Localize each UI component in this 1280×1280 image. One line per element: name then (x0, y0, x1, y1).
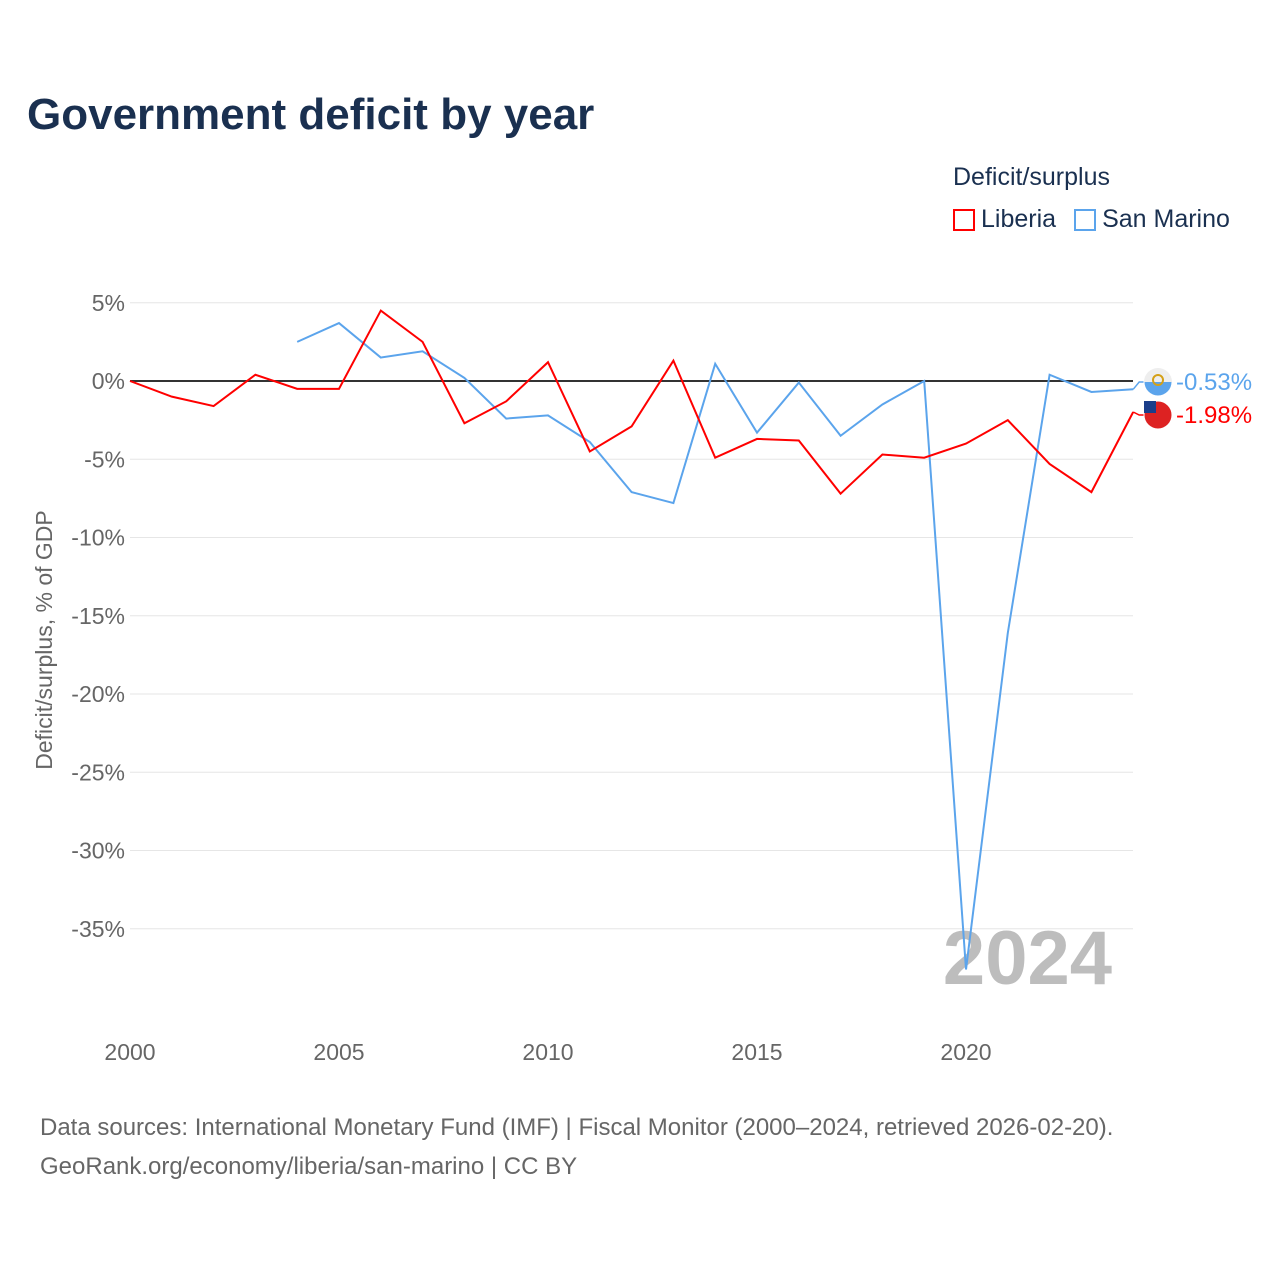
flag-emblem (1152, 374, 1164, 386)
series-line-san-marino (296, 321, 1134, 970)
legend-title: Deficit/surplus (953, 163, 1110, 191)
y-tick-label: -5% (84, 446, 125, 472)
legend-item-liberia[interactable]: Liberia (953, 205, 1056, 234)
y-tick-label: 0% (92, 368, 125, 394)
x-tick-label: 2000 (104, 1039, 155, 1065)
source-link[interactable]: GeoRank.org/economy/liberia/san-marino |… (40, 1153, 578, 1180)
y-tick-label: -30% (71, 838, 125, 864)
legend-swatch (953, 208, 975, 231)
chart-title: Government deficit by year (27, 90, 595, 139)
y-tick-label: 5% (92, 290, 125, 316)
series-line-liberia (129, 309, 1135, 496)
legend-item-san-marino[interactable]: San Marino (1074, 205, 1230, 234)
legend: Liberia San Marino (953, 205, 1230, 234)
x-tick-label: 2005 (313, 1039, 364, 1065)
flag-canton (1144, 401, 1156, 413)
x-tick-label: 2010 (522, 1039, 573, 1065)
y-tick-label: -10% (71, 525, 125, 551)
y-tick-label: -20% (71, 681, 125, 707)
source-note: Data sources: International Monetary Fun… (40, 1108, 1113, 1186)
end-value-label: -1.98% (1176, 402, 1252, 429)
y-tick-label: -15% (71, 603, 125, 629)
end-connector (1132, 411, 1146, 416)
end-value-label: -0.53% (1176, 369, 1252, 396)
source-line: Data sources: International Monetary Fun… (40, 1114, 1114, 1141)
x-tick-label: 2020 (940, 1039, 991, 1065)
x-tick-label: 2015 (731, 1039, 782, 1065)
legend-swatch (1074, 208, 1097, 231)
y-axis-label: Deficit/surplus, % of GDP (31, 510, 57, 769)
y-tick-label: -35% (71, 916, 125, 942)
end-connector (1132, 381, 1146, 390)
y-tick-label: -25% (71, 759, 125, 785)
legend-label: Liberia (981, 205, 1057, 233)
legend-label: San Marino (1102, 205, 1230, 233)
